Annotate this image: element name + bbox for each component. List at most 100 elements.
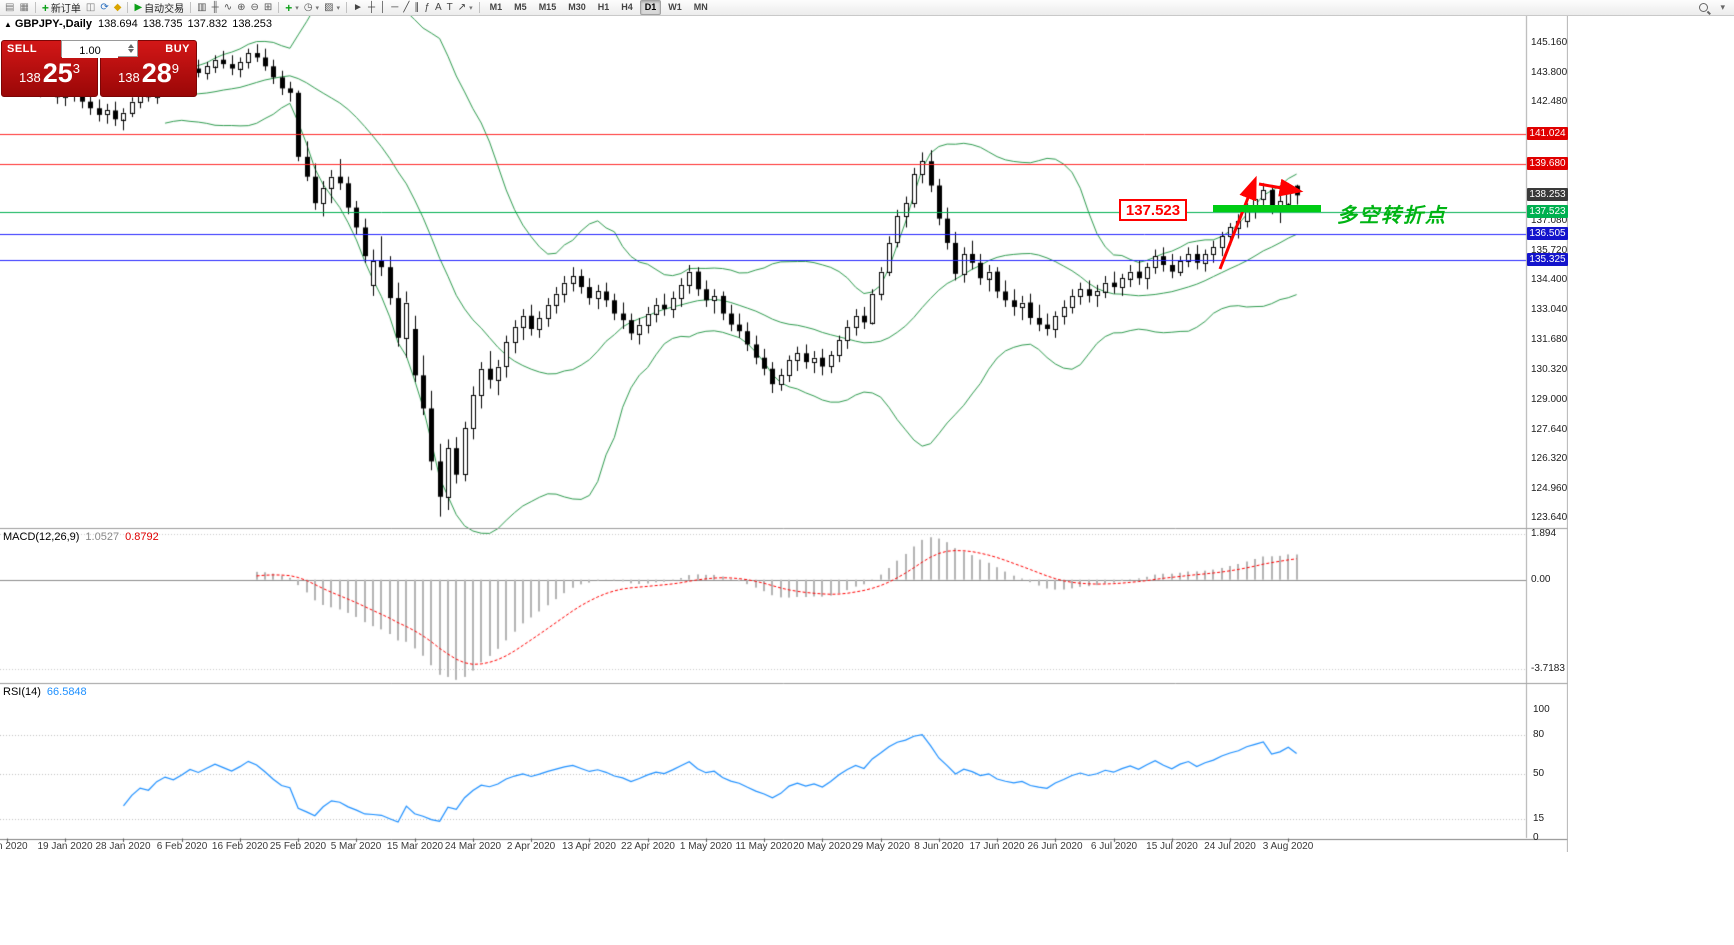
toolbar-separator	[346, 2, 348, 13]
horizontal-line-icon: ─	[391, 1, 399, 13]
timeframe-button-group: M1 M5 M15 M30 H1 H4 D1 W1 MN	[484, 0, 714, 15]
timeframe-button-w1[interactable]: W1	[668, 2, 682, 12]
chart-list-icon: ◫	[85, 1, 96, 13]
sell-label: SELL	[7, 43, 38, 55]
turning-point-level-bar[interactable]	[1213, 205, 1321, 212]
periods-icon: ◷	[303, 1, 313, 13]
volume-decrease-button[interactable]	[128, 49, 134, 53]
arrows-button[interactable]: ↗ ▾	[456, 1, 475, 15]
close-value: 138.253	[232, 18, 273, 30]
channel-icon: ∥	[414, 1, 420, 13]
zoom-out-button[interactable]: ⊖	[249, 1, 261, 15]
bar-chart-icon: ▥	[197, 1, 207, 13]
templates-button[interactable]: ▨ ▾	[322, 1, 342, 15]
macd-main-value: 1.0527	[85, 531, 120, 543]
indicators-button[interactable]: + ▾	[283, 1, 301, 15]
zoom-in-icon: ⊕	[237, 1, 246, 13]
sell-button[interactable]: SELL 138253	[1, 40, 98, 97]
timeframe-button-h1[interactable]: H1	[597, 2, 610, 12]
zoom-out-icon: ⊖	[250, 1, 259, 13]
vertical-line-button[interactable]: │	[378, 1, 388, 15]
chart-header: ▲ GBPJPY-,Daily 138.694 138.735 137.832 138.2…	[4, 18, 277, 30]
macd-signal-value: 0.8792	[125, 531, 159, 543]
toolbar-separator	[127, 2, 129, 13]
fibonacci-button[interactable]: ƒ	[422, 1, 432, 15]
indicators-icon: +	[285, 0, 293, 15]
toolbar-separator	[34, 2, 36, 13]
trendline-icon: ╱	[403, 1, 410, 13]
price-chart-canvas[interactable]	[0, 16, 1568, 852]
text-button[interactable]: A	[433, 1, 444, 15]
new-order-plus-button[interactable]: + 新订单	[40, 0, 83, 16]
periods-button[interactable]: ◷ ▾	[302, 1, 321, 15]
rsi-value: 66.5848	[46, 686, 87, 698]
line-chart-button[interactable]: ∿	[222, 1, 234, 15]
autotrading-label: 自动交易	[144, 4, 185, 15]
market-watch-button[interactable]: ◆	[112, 1, 124, 15]
tile-windows-button[interactable]: ⊞	[262, 1, 274, 15]
new-order-label: 新订单	[50, 4, 81, 15]
text-icon: A	[434, 1, 442, 13]
timeframe-button-h4[interactable]: H4	[621, 2, 633, 12]
macd-indicator-label: MACD(12,26,9) 1.0527 0.8792	[3, 531, 159, 543]
cursor-button[interactable]: ►	[351, 1, 365, 15]
buy-label: BUY	[165, 43, 190, 55]
price-level-callout[interactable]: 137.523	[1119, 199, 1187, 221]
one-click-trading-panel: SELL 138253 BUY 138289	[1, 40, 198, 97]
timeframe-button-mn[interactable]: MN	[693, 2, 708, 12]
buy-price: 138289	[118, 58, 179, 88]
toolbar: ▤ ▦ + 新订单 ◫ ⟳ ◆ ▶ 自动交易 ▥ ╫ ∿ ⊕ ⊖ ⊞ + ▾ ◷ ▾ ▨ ▾ ► ┼ │ ─ ╱ ∥ ƒ A T ↗ ▾ M1…	[0, 0, 1734, 16]
candlestick-chart-button[interactable]: ╫	[210, 1, 221, 15]
charts-window-button[interactable]: ▦	[17, 1, 30, 15]
autotrading-play-icon: ▶	[134, 1, 143, 13]
timeframe-button-d1[interactable]: D1	[639, 0, 662, 15]
timeframe-button-m15[interactable]: M15	[538, 2, 557, 12]
quick-menu-icon: ▾	[1720, 2, 1725, 12]
open-value: 138.694	[97, 18, 138, 30]
label-button[interactable]: T	[445, 1, 455, 15]
line-chart-icon: ∿	[223, 1, 233, 13]
toolbar-icon-group: ▤ ▦ + 新订单 ◫ ⟳ ◆ ▶ 自动交易 ▥ ╫ ∿ ⊕ ⊖ ⊞ + ▾ ◷ ▾ ▨ ▾ ► ┼ │ ─ ╱ ∥ ƒ A T ↗ ▾	[3, 0, 475, 16]
toolbar-separator	[478, 2, 480, 13]
fibonacci-icon: ƒ	[424, 1, 430, 13]
vertical-line-icon: │	[380, 1, 387, 13]
dropdown-caret-icon: ▾	[295, 4, 299, 12]
macd-name: MACD(12,26,9)	[3, 531, 80, 543]
collapse-panel-icon[interactable]: ▲	[4, 20, 12, 29]
refresh-button[interactable]: ⟳	[98, 1, 110, 15]
refresh-icon: ⟳	[100, 1, 109, 13]
zoom-in-button[interactable]: ⊕	[235, 1, 247, 15]
volume-input-box	[61, 40, 138, 58]
rsi-name: RSI(14)	[3, 686, 41, 698]
new-order-window-button[interactable]: ▤	[3, 1, 16, 15]
toolbar-separator	[278, 2, 280, 13]
quick-menu-button[interactable]: ▾	[1718, 1, 1727, 15]
toolbar-separator	[190, 2, 192, 13]
high-value: 138.735	[142, 18, 183, 30]
low-value: 137.832	[187, 18, 228, 30]
volume-input[interactable]	[62, 44, 118, 58]
candlestick-chart-icon: ╫	[211, 1, 219, 13]
dropdown-caret-icon: ▾	[336, 4, 341, 12]
bar-chart-button[interactable]: ▥	[195, 1, 208, 15]
arrows-icon: ↗	[457, 1, 467, 13]
horizontal-line-button[interactable]: ─	[389, 1, 400, 15]
rsi-indicator-label: RSI(14) 66.5848	[3, 686, 87, 698]
timeframe-button-m5[interactable]: M5	[514, 2, 527, 12]
autotrading-play-button[interactable]: ▶ 自动交易	[132, 1, 186, 16]
timeframe-button-m30[interactable]: M30	[568, 2, 586, 12]
search-button[interactable]	[1697, 1, 1710, 15]
chart-list-button[interactable]: ◫	[84, 1, 97, 15]
charts-window-icon: ▦	[19, 1, 29, 13]
symbol-title: GBPJPY-,Daily	[14, 18, 92, 30]
volume-increase-button[interactable]	[128, 44, 134, 48]
dropdown-caret-icon: ▾	[469, 4, 473, 12]
sell-price: 138253	[19, 58, 80, 88]
timeframe-button-m1[interactable]: M1	[489, 2, 503, 12]
channel-button[interactable]: ∥	[412, 1, 421, 15]
search-icon	[1699, 3, 1709, 12]
new-order-plus-icon: +	[41, 0, 49, 15]
trendline-button[interactable]: ╱	[401, 1, 411, 15]
crosshair-button[interactable]: ┼	[366, 1, 377, 15]
turning-point-text: 多空转折点	[1337, 205, 1447, 227]
